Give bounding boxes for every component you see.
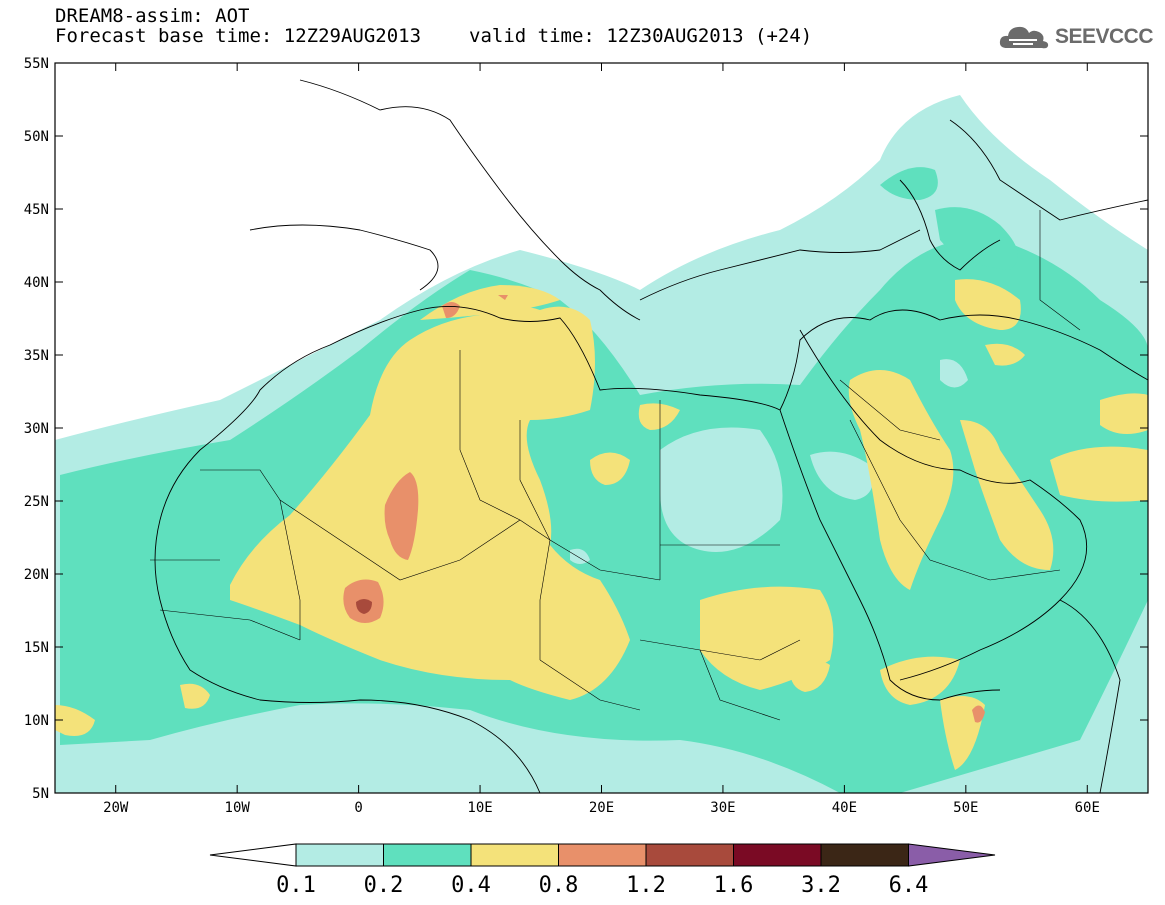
lat-label: 5N [32, 786, 49, 802]
colorbar-bin-4 [558, 843, 647, 867]
colorbar-label: 1.2 [626, 873, 666, 898]
colorbar-bin-2 [383, 843, 472, 867]
lon-label: 0 [354, 800, 362, 816]
lat-label: 50N [24, 129, 49, 145]
country-borders [150, 210, 1081, 721]
colorbar-label: 6.4 [889, 873, 929, 898]
lon-label: 40E [832, 800, 857, 816]
colorbar-bin-1 [295, 843, 384, 867]
lat-label: 20N [24, 567, 49, 583]
aot-cutouts [570, 359, 968, 564]
valid-time-label: valid time: 12Z30AUG2013 (+24) [469, 25, 813, 47]
lat-label: 35N [24, 348, 49, 364]
lon-label: 10W [225, 800, 251, 816]
colorbar-label: 0.4 [451, 873, 491, 898]
colorbar-high-arrow [908, 843, 996, 867]
colorbar-bin-6 [733, 843, 822, 867]
aot-layer-1.2 [356, 599, 372, 614]
coastlines [154, 79, 1148, 793]
colorbar: 0.1 0.2 0.4 0.8 1.2 1.6 3.2 6.4 [209, 843, 996, 898]
lat-label: 10N [24, 713, 49, 729]
lon-label: 30E [710, 800, 735, 816]
lat-label: 15N [24, 640, 49, 656]
lon-label: 60E [1075, 800, 1100, 816]
chart-subtitle: Forecast base time: 12Z29AUG2013 valid ti… [55, 26, 812, 46]
lon-label: 20E [589, 800, 614, 816]
colorbar-label: 1.6 [714, 873, 754, 898]
seevccc-logo: SEEVCCC [997, 22, 1154, 52]
colorbar-labels: 0.1 0.2 0.4 0.8 1.2 1.6 3.2 6.4 [276, 873, 928, 898]
lat-label: 40N [24, 275, 49, 291]
lat-label: 25N [24, 494, 49, 510]
lon-label: 50E [953, 800, 978, 816]
lon-label: 20W [103, 800, 129, 816]
lon-label: 10E [467, 800, 492, 816]
lat-label: 55N [24, 56, 49, 72]
colorbar-label: 3.2 [801, 873, 841, 898]
cloud-icon [999, 26, 1049, 49]
colorbar-label: 0.1 [276, 873, 316, 898]
lat-label: 30N [24, 421, 49, 437]
colorbar-bin-7 [820, 843, 909, 867]
logo-text: SEEVCCC [1054, 25, 1154, 48]
axis-ticks [55, 62, 1148, 794]
colorbar-label: 0.8 [539, 873, 579, 898]
lat-labels: 55N 50N 45N 40N 35N 30N 25N 20N 15N 10N 5N [24, 56, 49, 802]
chart-title: DREAM8-assim: AOT [55, 5, 250, 27]
base-time-label: Forecast base time: 12Z29AUG2013 [55, 25, 422, 47]
colorbar-bin-5 [645, 843, 734, 867]
colorbar-low-arrow [209, 843, 297, 867]
map-area [55, 63, 1148, 793]
colorbar-label: 0.2 [364, 873, 404, 898]
lat-label: 45N [24, 202, 49, 218]
lon-labels: 20W 10W 0 10E 20E 30E 40E 50E 60E [103, 800, 1100, 816]
colorbar-bin-3 [470, 843, 559, 867]
